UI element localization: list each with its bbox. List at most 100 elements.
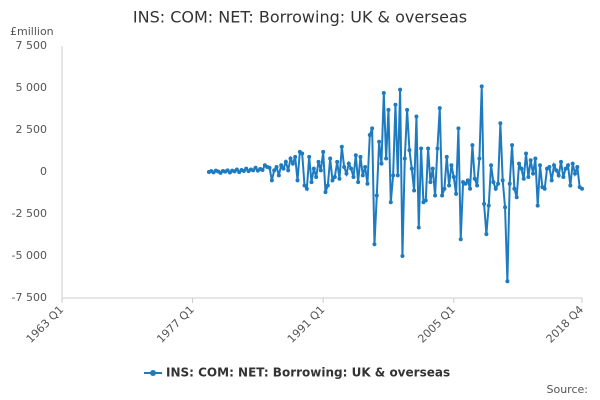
point: [384, 156, 389, 161]
point: [395, 173, 400, 178]
point: [538, 163, 543, 168]
point: [386, 107, 391, 112]
point: [454, 191, 459, 196]
point: [500, 178, 505, 183]
point: [517, 161, 522, 166]
point: [311, 166, 316, 171]
point: [300, 151, 305, 156]
point: [393, 102, 398, 107]
point: [405, 107, 410, 112]
point: [568, 183, 573, 188]
point: [391, 173, 396, 178]
point: [337, 176, 342, 181]
point: [505, 279, 510, 284]
point: [414, 114, 419, 119]
point: [416, 225, 421, 230]
point: [283, 159, 288, 164]
point: [365, 181, 370, 186]
point: [260, 167, 265, 172]
point: [335, 159, 340, 164]
point: [479, 84, 484, 89]
point: [465, 178, 470, 183]
point: [549, 178, 554, 183]
point: [419, 146, 424, 151]
point: [496, 181, 501, 186]
point: [267, 165, 272, 170]
x-tick-label: 1977 Q1: [154, 303, 197, 346]
chart-title: INS: COM: NET: Borrowing: UK & overseas: [133, 8, 467, 27]
point: [272, 168, 277, 173]
point: [533, 156, 538, 161]
point: [321, 149, 326, 154]
point: [349, 166, 354, 171]
y-tick-label: 7 500: [16, 39, 48, 52]
point: [398, 87, 403, 92]
point: [510, 143, 515, 148]
point: [353, 153, 358, 158]
point: [379, 161, 384, 166]
point: [276, 173, 281, 178]
y-tick-label: -2 500: [12, 207, 47, 220]
point: [304, 186, 309, 191]
point: [484, 232, 489, 237]
point: [342, 164, 347, 169]
point: [274, 164, 279, 169]
point: [563, 166, 568, 171]
point: [309, 180, 314, 185]
point: [253, 165, 258, 170]
point: [570, 161, 575, 166]
point: [307, 154, 312, 159]
point: [435, 146, 440, 151]
point: [437, 106, 442, 111]
point: [554, 168, 559, 173]
point: [412, 188, 417, 193]
point: [356, 180, 361, 185]
point: [286, 168, 291, 173]
point: [573, 171, 578, 176]
point: [244, 166, 249, 171]
point: [491, 180, 496, 185]
point: [330, 178, 335, 183]
point: [526, 175, 531, 180]
legend-marker: [150, 370, 156, 376]
point: [440, 193, 445, 198]
point: [456, 126, 461, 131]
point: [507, 181, 512, 186]
point: [531, 171, 536, 176]
point: [325, 183, 330, 188]
point: [288, 156, 293, 161]
point: [402, 156, 407, 161]
point: [470, 143, 475, 148]
point: [521, 176, 526, 181]
point: [447, 183, 452, 188]
point: [323, 190, 328, 195]
point: [360, 173, 365, 178]
point: [449, 163, 454, 168]
point: [472, 176, 477, 181]
x-tick-label: 2005 Q1: [415, 303, 458, 346]
point: [552, 163, 557, 168]
point: [302, 183, 307, 188]
point: [528, 158, 533, 163]
point: [458, 237, 463, 242]
point: [433, 193, 438, 198]
point: [279, 163, 284, 168]
point: [409, 166, 414, 171]
point: [444, 154, 449, 159]
point: [374, 193, 379, 198]
point: [482, 201, 487, 206]
point: [512, 186, 517, 191]
point: [351, 175, 356, 180]
point: [318, 168, 323, 173]
point: [381, 91, 386, 96]
point: [524, 151, 529, 156]
source: Source:: [547, 383, 589, 396]
y-tick-label: 0: [40, 165, 47, 178]
y-tick-label: -5 000: [12, 249, 47, 262]
legend-label: INS: COM: NET: Borrowing: UK & overseas: [166, 366, 450, 380]
point: [426, 146, 431, 151]
point: [451, 175, 456, 180]
point: [463, 181, 468, 186]
point: [377, 139, 382, 144]
